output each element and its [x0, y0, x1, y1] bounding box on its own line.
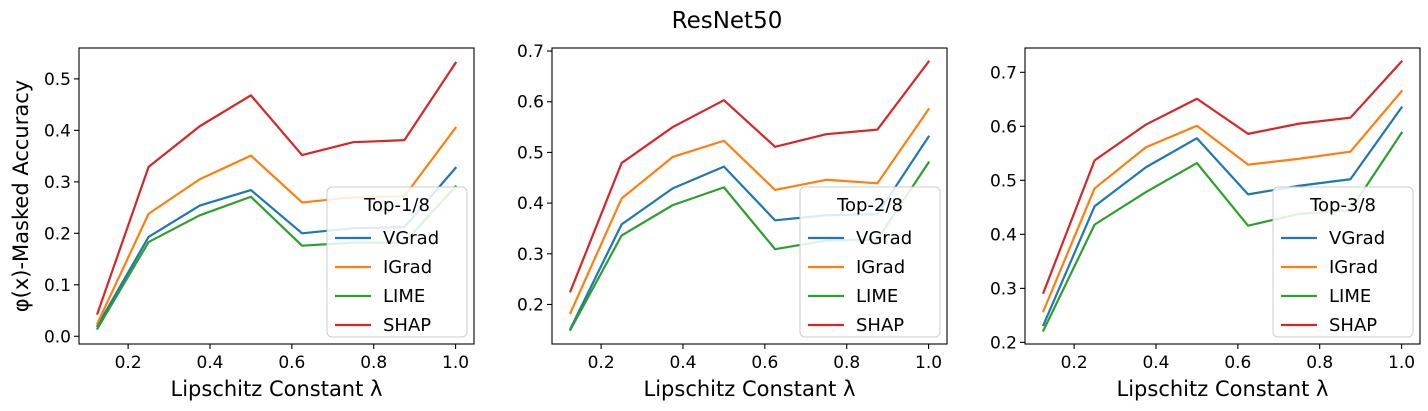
legend-title: Top-1/8	[363, 195, 430, 216]
axes-frame	[1024, 47, 1421, 345]
y-tick-label: 0.2	[990, 333, 1017, 353]
series-line-shap	[96, 61, 458, 316]
x-axis-label: Lipschitz Constant λ	[171, 377, 383, 401]
y-tick-label: 0.7	[517, 42, 544, 62]
x-tick-label: 0.4	[669, 353, 696, 373]
y-tick-label: 0.5	[990, 171, 1017, 191]
legend: Top-3/8 VGrad IGrad LIME SHAP	[1272, 186, 1414, 338]
y-tick-label: 0.5	[517, 143, 544, 163]
figure-title: ResNet50	[672, 8, 783, 34]
y-tick-label: 0.2	[517, 295, 544, 315]
legend-label-lime: LIME	[1329, 286, 1371, 307]
x-tick-label: 0.8	[1306, 353, 1333, 373]
y-tick-label: 0.4	[517, 194, 544, 214]
y-tick-label: 0.4	[44, 121, 71, 141]
y-tick-label: 0.2	[44, 224, 71, 244]
legend-box	[1272, 186, 1414, 338]
legend-label-shap: SHAP	[1329, 315, 1377, 336]
legend-label-igrad: IGrad	[383, 257, 432, 278]
x-tick-label: 1.0	[1388, 353, 1415, 373]
y-tick-label: 0.3	[990, 279, 1017, 299]
y-tick-label: 0.7	[990, 63, 1017, 83]
x-tick-label: 0.4	[1142, 353, 1169, 373]
y-tick-label: 0.5	[44, 70, 71, 90]
legend-title: Top-3/8	[1309, 195, 1376, 216]
x-axis-label: Lipschitz Constant λ	[644, 377, 856, 401]
x-tick-label: 0.2	[588, 353, 615, 373]
y-tick-label: 0.6	[990, 117, 1017, 137]
subplot-top-1-8: 0.2 0.4 0.6 0.8 1.0 0.0 0.1 0.2 0.3 0.4 0.5 Lipschi…	[9, 47, 475, 401]
x-tick-label: 1.0	[915, 353, 942, 373]
x-tick-label: 0.6	[278, 353, 305, 373]
x-tick-label: 1.0	[442, 353, 469, 373]
x-tick-label: 0.2	[115, 353, 142, 373]
legend-box	[326, 186, 468, 338]
x-axis-label: Lipschitz Constant λ	[1117, 377, 1329, 401]
x-tick-label: 0.4	[196, 353, 223, 373]
series-line-igrad	[1041, 89, 1404, 313]
series-line-shap	[1041, 59, 1404, 295]
series-line-igrad	[568, 107, 931, 315]
y-tick-label: 0.6	[517, 93, 544, 113]
y-tick-label: 0.3	[517, 245, 544, 265]
legend-label-vgrad: VGrad	[856, 228, 912, 249]
y-tick-label: 0.0	[44, 327, 71, 347]
x-tick-label: 0.2	[1061, 353, 1088, 373]
legend-title: Top-2/8	[836, 195, 903, 216]
legend-label-lime: LIME	[856, 286, 898, 307]
x-tick-label: 0.6	[751, 353, 778, 373]
legend: Top-1/8 VGrad IGrad LIME SHAP	[326, 186, 468, 338]
legend-box	[799, 186, 941, 338]
subplot-top-2-8: 0.2 0.4 0.6 0.8 1.0 0.2 0.3 0.4 0.5 0.6 0.7 Lipschi…	[517, 42, 948, 401]
legend-label-igrad: IGrad	[1329, 257, 1378, 278]
y-tick-label: 0.3	[44, 173, 71, 193]
y-tick-label: 0.1	[44, 276, 71, 296]
legend-label-lime: LIME	[383, 286, 425, 307]
legend-label-shap: SHAP	[383, 315, 431, 336]
y-axis-label: φ(x)-Masked Accuracy	[9, 80, 33, 312]
x-tick-label: 0.8	[833, 353, 860, 373]
axes-frame	[551, 47, 948, 345]
series-line-shap	[568, 60, 931, 293]
legend: Top-2/8 VGrad IGrad LIME SHAP	[799, 186, 941, 338]
subplot-top-3-8: 0.2 0.4 0.6 0.8 1.0 0.2 0.3 0.4 0.5 0.6 0.7 Lipschi…	[990, 47, 1421, 401]
y-tick-label: 0.4	[990, 225, 1017, 245]
axes-frame	[78, 47, 475, 345]
legend-label-vgrad: VGrad	[383, 228, 439, 249]
x-tick-label: 0.6	[1224, 353, 1251, 373]
series-line-vgrad	[1041, 105, 1404, 327]
x-tick-label: 0.8	[360, 353, 387, 373]
legend-label-igrad: IGrad	[856, 257, 905, 278]
legend-label-shap: SHAP	[856, 315, 904, 336]
legend-label-vgrad: VGrad	[1329, 228, 1385, 249]
